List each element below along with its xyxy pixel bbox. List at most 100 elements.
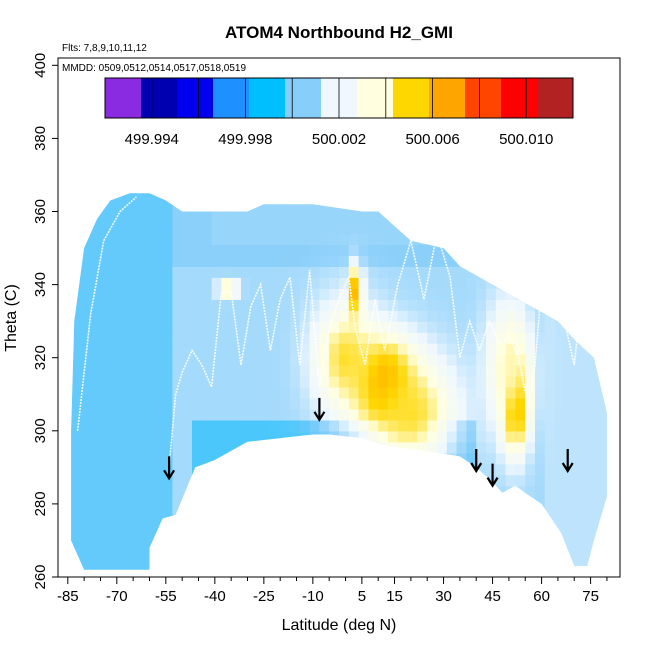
- field-cell: [241, 386, 252, 399]
- field-cell: [466, 430, 477, 443]
- field-cell: [456, 255, 467, 267]
- field-cell: [104, 179, 114, 191]
- field-cell: [143, 179, 153, 191]
- field-cell: [417, 179, 427, 191]
- colorbar-swatch: [213, 78, 250, 118]
- field-cell: [535, 463, 546, 476]
- field-cell: [182, 376, 193, 388]
- field-cell: [329, 277, 340, 289]
- field-cell: [476, 179, 486, 191]
- field-cell: [456, 386, 467, 399]
- field-cell: [564, 233, 575, 245]
- field-cell: [103, 299, 115, 311]
- field-cell: [113, 430, 124, 443]
- field-cell: [260, 343, 271, 355]
- field-cell: [152, 562, 164, 570]
- field-cell: [554, 518, 566, 531]
- field-cell: [260, 441, 271, 454]
- field-cell: [133, 277, 144, 289]
- field-cell: [319, 200, 330, 213]
- field-cell: [84, 233, 95, 245]
- field-cell: [495, 255, 507, 267]
- field-cell: [368, 452, 379, 465]
- field-cell: [476, 222, 487, 235]
- field-cell: [505, 321, 516, 333]
- field-cell: [505, 193, 516, 202]
- field-cell: [143, 365, 154, 377]
- field-cell: [162, 288, 173, 300]
- field-cell: [231, 233, 242, 245]
- field-cell: [593, 518, 605, 531]
- field-cell: [260, 266, 271, 278]
- field-cell: [446, 244, 458, 256]
- field-cell: [348, 496, 360, 509]
- field-cell: [584, 430, 595, 443]
- field-cell: [270, 376, 281, 388]
- field-cell: [221, 211, 232, 224]
- field-cell: [172, 551, 183, 563]
- field-cell: [525, 540, 536, 553]
- field-cell: [584, 529, 595, 542]
- field-cell: [113, 193, 124, 202]
- field-cell: [378, 463, 389, 476]
- y-tick-label: 400: [32, 53, 49, 78]
- field-cell: [319, 211, 330, 224]
- field-cell: [348, 507, 360, 520]
- field-cell: [211, 452, 222, 465]
- field-cell: [103, 277, 115, 289]
- field-cell: [476, 321, 487, 333]
- field-cell: [515, 430, 526, 443]
- field-cell: [339, 255, 350, 267]
- field-cell: [495, 408, 507, 421]
- field-cell: [427, 518, 438, 531]
- field-cell: [437, 193, 448, 202]
- field-cell: [133, 518, 144, 531]
- field-cell: [133, 200, 144, 213]
- field-cell: [241, 299, 252, 311]
- field-cell: [525, 354, 536, 366]
- field-cell: [162, 551, 173, 563]
- field-cell: [113, 376, 124, 388]
- field-cell: [201, 266, 213, 278]
- field-cell: [495, 419, 507, 432]
- field-cell: [231, 321, 242, 333]
- field-cell: [544, 193, 556, 202]
- field-cell: [231, 255, 242, 267]
- field-cell: [123, 233, 134, 245]
- field-cell: [486, 255, 497, 267]
- field-cell: [417, 397, 428, 410]
- field-cell: [407, 266, 418, 278]
- field-cell: [368, 430, 379, 443]
- field-cell: [221, 365, 232, 377]
- field-cell: [280, 179, 290, 191]
- field-cell: [231, 507, 242, 520]
- field-cell: [182, 463, 193, 476]
- field-cell: [74, 551, 85, 563]
- field-cell: [427, 277, 438, 289]
- colorbar-tick-label: 499.998: [218, 131, 272, 148]
- field-cell: [299, 441, 311, 454]
- field-cell: [290, 419, 301, 432]
- field-cell: [329, 332, 340, 344]
- field-cell: [299, 266, 311, 278]
- field-cell: [554, 288, 566, 300]
- field-cell: [152, 200, 164, 213]
- field-cell: [564, 507, 575, 520]
- field-cell: [211, 244, 222, 256]
- field-cell: [84, 222, 95, 235]
- field-cell: [280, 452, 291, 465]
- field-cell: [123, 332, 134, 344]
- field-cell: [515, 441, 526, 454]
- field-cell: [103, 332, 115, 344]
- field-cell: [71, 365, 75, 377]
- field-cell: [290, 277, 301, 289]
- field-cell: [250, 529, 262, 542]
- field-cell: [466, 496, 477, 509]
- field-cell: [309, 200, 320, 213]
- field-cell: [593, 193, 605, 202]
- field-cell: [476, 507, 487, 520]
- field-cell: [456, 244, 467, 256]
- field-cell: [535, 233, 546, 245]
- field-cell: [309, 496, 320, 509]
- field-cell: [525, 255, 536, 267]
